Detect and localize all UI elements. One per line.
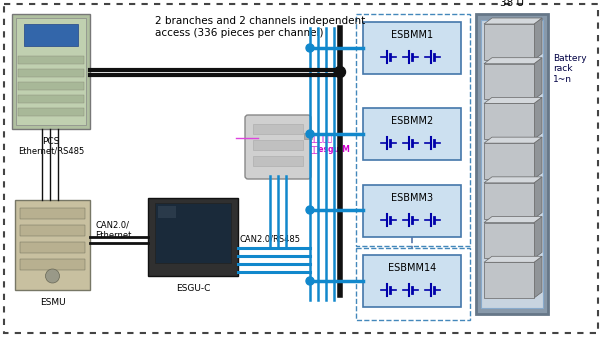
Bar	[20, 259, 85, 270]
Text: Battery
rack
1~n: Battery rack 1~n	[553, 54, 586, 84]
Bar	[12, 14, 90, 129]
Circle shape	[306, 277, 314, 285]
Text: 组端控制和
采集esgu-M: 组端控制和 采集esgu-M	[310, 134, 351, 154]
FancyBboxPatch shape	[245, 115, 311, 179]
Text: ESGU-C: ESGU-C	[176, 284, 210, 293]
Text: Ethernet/RS485: Ethernet/RS485	[18, 147, 84, 156]
Polygon shape	[534, 256, 542, 298]
Circle shape	[46, 269, 60, 283]
Bar	[18, 95, 84, 103]
Bar	[363, 185, 461, 237]
Polygon shape	[534, 177, 542, 219]
Bar	[484, 103, 534, 139]
Bar	[253, 124, 303, 134]
Bar	[18, 69, 84, 77]
Bar	[484, 262, 534, 298]
Bar	[253, 156, 303, 166]
Text: ESBMM2: ESBMM2	[391, 116, 433, 126]
Text: ESBMM3: ESBMM3	[391, 193, 433, 203]
Bar	[304, 133, 312, 139]
Text: CAN2.0/RS485: CAN2.0/RS485	[240, 235, 301, 244]
Bar	[18, 108, 84, 116]
Polygon shape	[534, 18, 542, 60]
Bar	[20, 225, 85, 236]
Bar	[356, 14, 470, 246]
Bar	[148, 198, 238, 276]
Bar	[24, 24, 78, 46]
Polygon shape	[484, 58, 542, 64]
Circle shape	[306, 130, 314, 138]
Bar	[18, 82, 84, 90]
Polygon shape	[484, 256, 542, 262]
Text: ESMU: ESMU	[40, 298, 65, 307]
Bar	[356, 248, 470, 320]
Bar	[15, 200, 90, 290]
Bar	[363, 255, 461, 307]
Bar	[363, 108, 461, 160]
Bar	[363, 22, 461, 74]
Polygon shape	[484, 18, 542, 24]
Polygon shape	[484, 177, 542, 183]
Bar	[158, 206, 176, 218]
Text: CAN2.0/
Ethernet: CAN2.0/ Ethernet	[95, 220, 131, 240]
Bar	[155, 203, 231, 263]
Polygon shape	[534, 97, 542, 139]
Circle shape	[335, 66, 346, 78]
Bar	[476, 14, 548, 314]
Text: PCS: PCS	[42, 137, 60, 146]
Bar	[484, 143, 534, 179]
Text: 38 U: 38 U	[500, 0, 524, 8]
Polygon shape	[534, 137, 542, 179]
Text: ESBMM14: ESBMM14	[388, 263, 436, 273]
Bar	[16, 18, 86, 125]
Bar	[18, 56, 84, 64]
Bar	[484, 183, 534, 219]
Polygon shape	[534, 58, 542, 99]
Circle shape	[306, 206, 314, 214]
Bar	[484, 64, 534, 99]
Polygon shape	[534, 217, 542, 258]
Bar	[484, 24, 534, 60]
Polygon shape	[484, 217, 542, 222]
Text: 2 branches and 2 channels independent
access (336 pieces per channel): 2 branches and 2 channels independent ac…	[155, 16, 365, 38]
Text: ESBMM1: ESBMM1	[391, 30, 433, 40]
Polygon shape	[484, 137, 542, 143]
Circle shape	[306, 44, 314, 52]
Polygon shape	[484, 97, 542, 103]
Bar	[20, 208, 85, 219]
Bar	[253, 140, 303, 150]
Bar	[481, 20, 543, 308]
Bar	[20, 242, 85, 253]
Bar	[484, 222, 534, 258]
